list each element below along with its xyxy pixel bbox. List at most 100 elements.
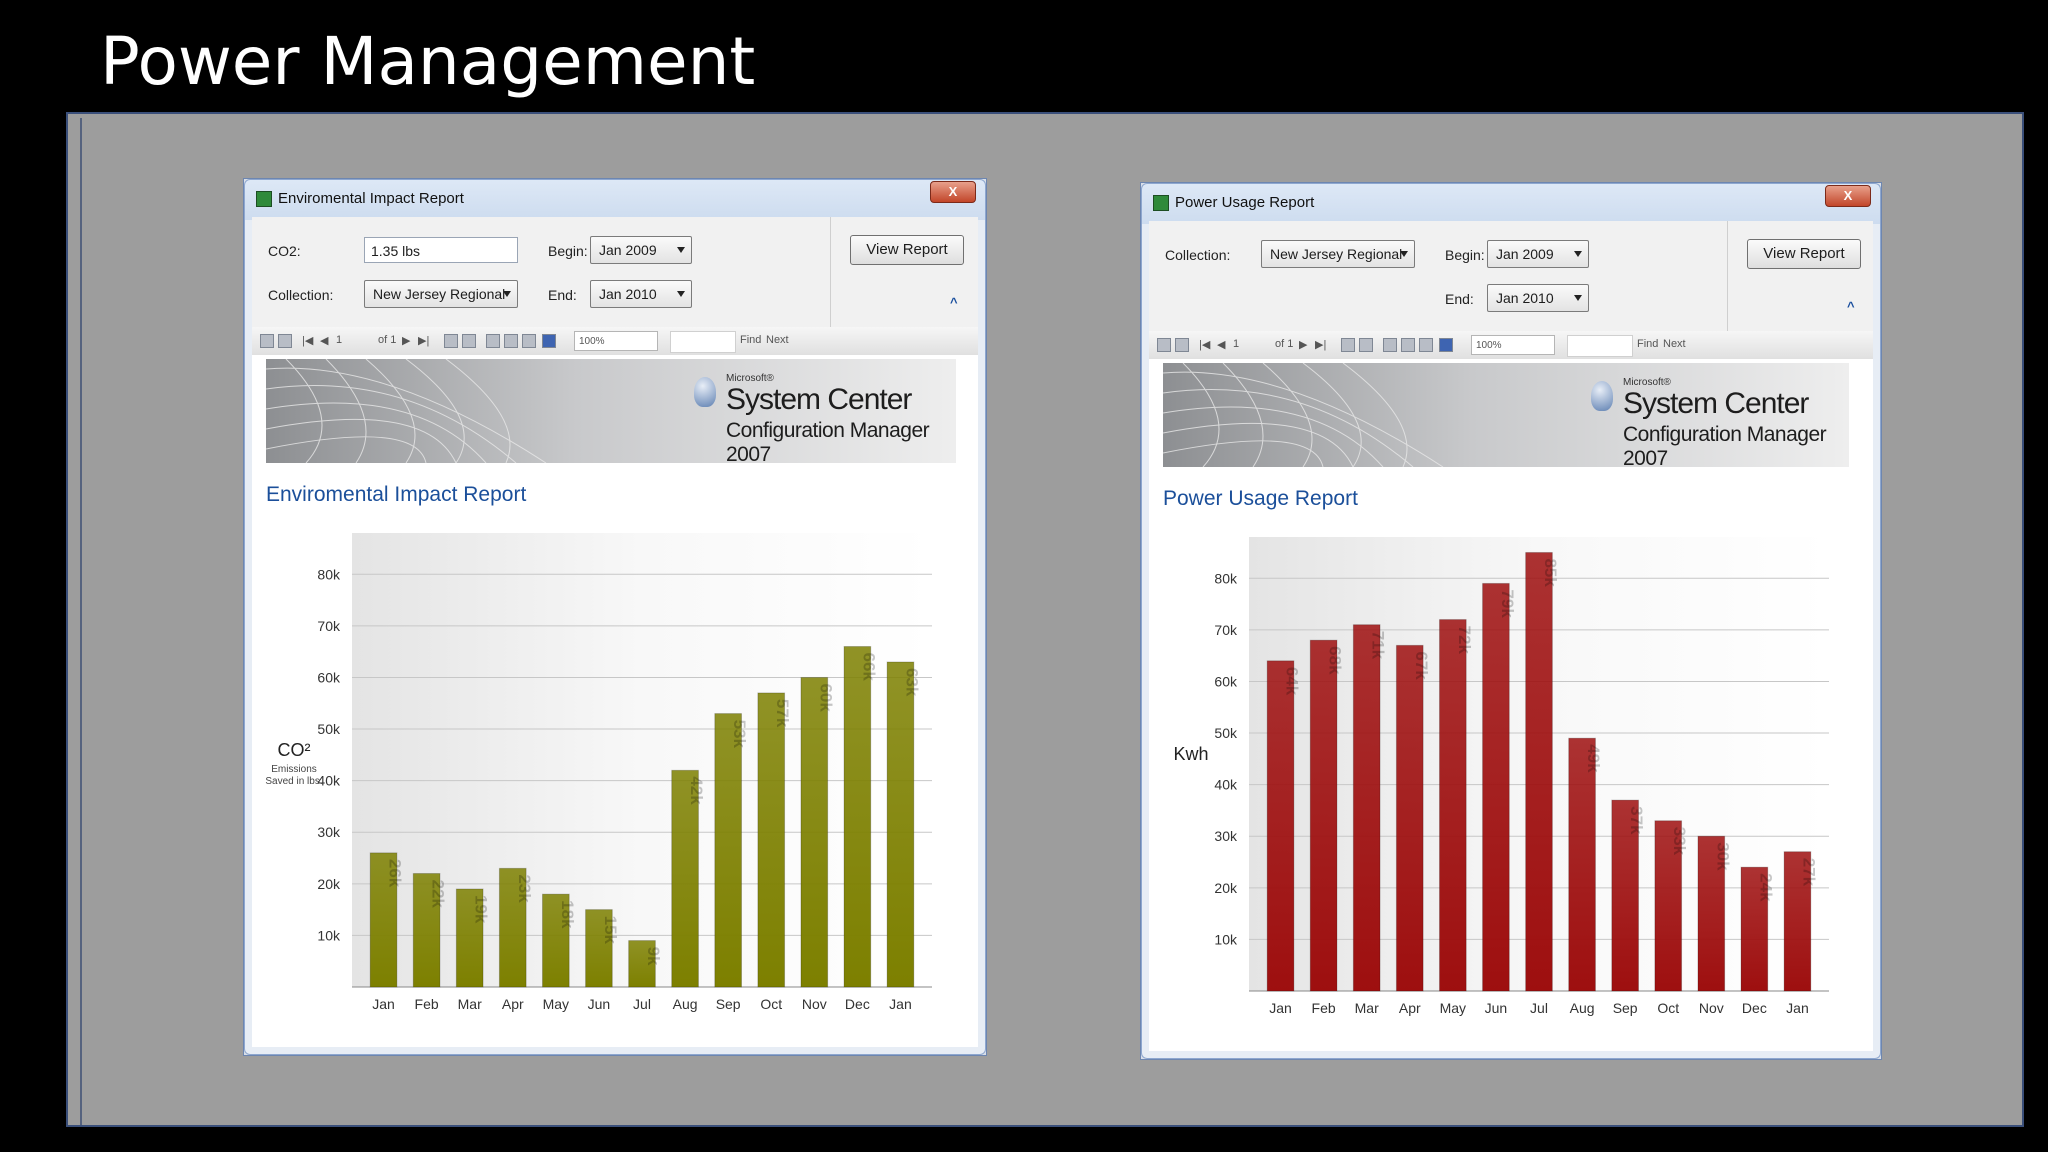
prev-page-icon[interactable]: ◀ xyxy=(1217,339,1226,351)
collection-select[interactable]: New Jersey Regional xyxy=(1261,240,1415,268)
next-link[interactable]: Next xyxy=(766,334,789,346)
bar xyxy=(1525,551,1553,992)
end-value: Jan 2010 xyxy=(599,286,657,302)
find-input[interactable] xyxy=(670,331,736,353)
x-tick-label: Jul xyxy=(1530,1000,1548,1016)
x-tick-label: Jan xyxy=(889,996,912,1012)
end-label: End: xyxy=(1445,291,1474,307)
begin-value: Jan 2009 xyxy=(599,242,657,258)
bar xyxy=(585,909,613,988)
next-page-icon[interactable]: ▶ xyxy=(1299,339,1308,351)
parameters-icon[interactable] xyxy=(278,334,292,348)
system-center-logo-icon xyxy=(694,377,716,407)
begin-select[interactable]: Jan 2009 xyxy=(590,236,692,264)
dropdown-arrow-icon xyxy=(677,291,685,297)
bar-value-label: 26k xyxy=(386,859,405,888)
collection-label: Collection: xyxy=(268,287,334,303)
bar xyxy=(1611,799,1640,992)
zoom-select[interactable]: 100% xyxy=(1471,335,1555,355)
co2-input[interactable]: 1.35 lbs xyxy=(364,237,518,263)
titlebar[interactable]: Enviromental Impact Report X xyxy=(244,179,986,217)
stage-inner-border xyxy=(80,118,2022,1125)
find-link[interactable]: Find xyxy=(740,334,762,346)
zoom-select[interactable]: 100% xyxy=(574,331,658,351)
print-icon[interactable] xyxy=(486,334,500,348)
bar xyxy=(1309,639,1338,992)
last-page-icon[interactable]: ▶| xyxy=(1315,339,1327,351)
last-page-icon[interactable]: ▶| xyxy=(418,335,430,347)
document-map-icon[interactable] xyxy=(1157,338,1171,352)
print-icon[interactable] xyxy=(1383,338,1397,352)
close-button[interactable]: X xyxy=(930,181,976,203)
dropdown-arrow-icon xyxy=(503,291,511,297)
begin-select[interactable]: Jan 2009 xyxy=(1487,240,1589,268)
bar xyxy=(1395,644,1424,992)
stop-icon[interactable] xyxy=(1341,338,1355,352)
banner-subtitle: Configuration Manager 2007 xyxy=(1623,423,1827,467)
bar-value-label: 37k xyxy=(1627,806,1646,835)
bar-value-label: 63k xyxy=(902,668,921,697)
bar-value-label: 30k xyxy=(1713,842,1732,871)
collapse-params-icon[interactable]: ^ xyxy=(950,295,958,310)
page-setup-icon[interactable] xyxy=(1419,338,1433,352)
first-page-icon[interactable]: |◀ xyxy=(1199,339,1211,351)
next-link[interactable]: Next xyxy=(1663,338,1686,350)
bar-value-label: 15k xyxy=(601,916,620,945)
titlebar[interactable]: Power Usage Report X xyxy=(1141,183,1881,221)
end-select[interactable]: Jan 2010 xyxy=(590,280,692,308)
view-report-button[interactable]: View Report xyxy=(850,235,964,265)
bar xyxy=(714,713,743,988)
first-page-icon[interactable]: |◀ xyxy=(302,335,314,347)
x-tick-label: Oct xyxy=(760,996,782,1012)
page-number-input[interactable]: 1 xyxy=(336,334,343,346)
bar-value-label: 64k xyxy=(1283,667,1302,696)
print-layout-icon[interactable] xyxy=(504,334,518,348)
export-save-icon[interactable] xyxy=(542,334,556,348)
banner-product: System Center xyxy=(726,383,912,416)
document-map-icon[interactable] xyxy=(260,334,274,348)
y-axis-label: Kwh xyxy=(1173,744,1208,764)
collapse-params-icon[interactable]: ^ xyxy=(1847,299,1855,314)
find-input[interactable] xyxy=(1567,335,1633,357)
find-link[interactable]: Find xyxy=(1637,338,1659,350)
bar xyxy=(886,661,915,988)
prev-page-icon[interactable]: ◀ xyxy=(320,335,329,347)
refresh-icon[interactable] xyxy=(1359,338,1373,352)
bar xyxy=(1266,660,1295,992)
print-layout-icon[interactable] xyxy=(1401,338,1415,352)
bar-value-label: 85k xyxy=(1541,558,1560,587)
page-number-input[interactable]: 1 xyxy=(1233,338,1240,350)
banner-wave-graphic xyxy=(266,359,547,463)
collection-select[interactable]: New Jersey Regional xyxy=(364,280,518,308)
page-setup-icon[interactable] xyxy=(522,334,536,348)
y-tick-label: 80k xyxy=(317,566,341,582)
bar xyxy=(1697,835,1726,992)
end-value: Jan 2010 xyxy=(1496,290,1554,306)
bar xyxy=(1352,624,1381,992)
refresh-icon[interactable] xyxy=(462,334,476,348)
y-tick-label: 10k xyxy=(1214,931,1238,947)
close-button[interactable]: X xyxy=(1825,185,1871,207)
x-tick-label: Sep xyxy=(716,996,741,1012)
report-toolbar: |◀ ◀ 1 of 1 ▶ ▶| 100% Find Next xyxy=(1149,331,1873,360)
env-report-window: Enviromental Impact Report X CO2: 1.35 l… xyxy=(243,178,987,1056)
page-count: of 1 xyxy=(1275,338,1294,350)
begin-label: Begin: xyxy=(1445,247,1485,263)
bar xyxy=(628,940,656,988)
bar-value-label: 60k xyxy=(816,683,835,712)
y-tick-label: 60k xyxy=(1214,673,1238,689)
end-select[interactable]: Jan 2010 xyxy=(1487,284,1589,312)
next-page-icon[interactable]: ▶ xyxy=(402,335,411,347)
bar-value-label: 53k xyxy=(730,720,749,749)
page-count: of 1 xyxy=(378,334,397,346)
export-save-icon[interactable] xyxy=(1439,338,1453,352)
y-tick-label: 30k xyxy=(317,824,341,840)
report-content: Microsoft® System Center Configuration M… xyxy=(1149,359,1873,1051)
parameter-panel: Collection: New Jersey Regional Begin: J… xyxy=(1149,221,1873,332)
stop-icon[interactable] xyxy=(444,334,458,348)
view-report-button[interactable]: View Report xyxy=(1747,239,1861,269)
banner-microsoft: Microsoft® xyxy=(726,373,774,384)
power-report-window: Power Usage Report X Collection: New Jer… xyxy=(1140,182,1882,1060)
parameters-icon[interactable] xyxy=(1175,338,1189,352)
bar-value-label: 68k xyxy=(1326,646,1345,675)
